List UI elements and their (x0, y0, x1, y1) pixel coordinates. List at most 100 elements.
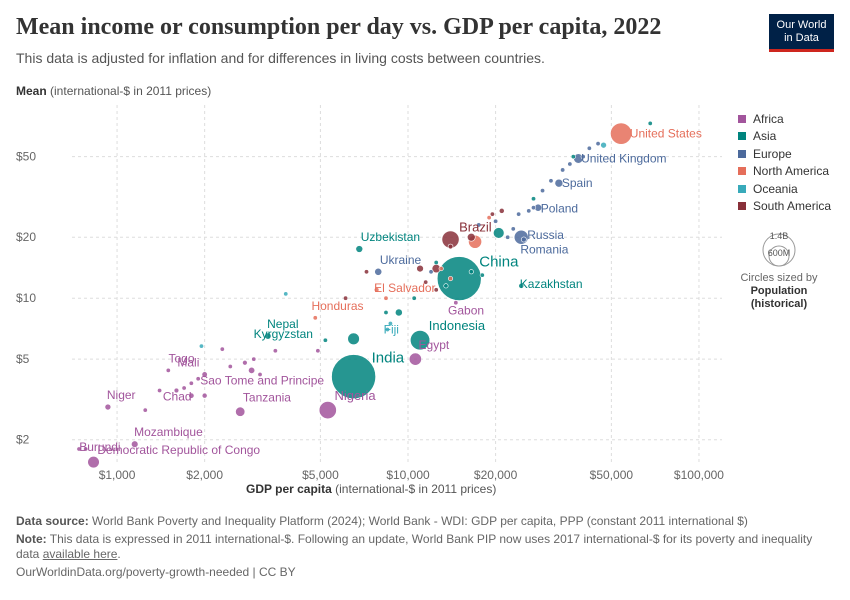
point-democratic-republic-of-congo[interactable] (87, 455, 100, 469)
data-point[interactable] (195, 376, 201, 382)
data-point[interactable] (493, 227, 505, 239)
data-point[interactable] (467, 232, 476, 242)
data-point[interactable] (188, 380, 194, 386)
point-mozambique[interactable] (131, 440, 139, 448)
point-niger[interactable] (104, 403, 112, 411)
data-point[interactable] (219, 346, 225, 352)
data-point[interactable] (383, 309, 389, 315)
legend-item-oceania[interactable]: Oceania (738, 180, 831, 198)
point-uzbekistan[interactable] (355, 245, 364, 253)
data-point[interactable] (570, 154, 576, 160)
data-point[interactable] (227, 363, 233, 369)
data-point[interactable] (198, 343, 204, 349)
point-kazakhstan[interactable] (518, 283, 525, 289)
footer-url[interactable]: OurWorldinData.org/poverty-growth-needed… (16, 565, 296, 579)
point-united-states[interactable] (610, 122, 633, 145)
color-legend: Africa Asia Europe North America Oceania… (738, 110, 831, 215)
point-mali[interactable] (201, 371, 208, 378)
data-point[interactable] (531, 205, 537, 211)
point-ukraine[interactable] (374, 267, 383, 276)
point-honduras[interactable] (312, 315, 318, 321)
point-kyrgyzstan[interactable] (322, 337, 328, 343)
point-spain[interactable] (554, 178, 564, 188)
data-point[interactable] (586, 145, 592, 151)
point-romania[interactable] (520, 236, 527, 243)
data-point[interactable] (242, 360, 248, 366)
data-point[interactable] (567, 161, 573, 167)
data-point[interactable] (448, 276, 454, 282)
data-point[interactable] (548, 178, 554, 184)
data-point[interactable] (647, 120, 653, 126)
data-point[interactable] (283, 291, 289, 297)
point-china[interactable] (436, 256, 482, 301)
point-indonesia[interactable] (410, 330, 431, 351)
point-sao-tome-and-principe[interactable] (257, 371, 263, 377)
data-point[interactable] (248, 366, 256, 374)
data-point[interactable] (188, 392, 195, 399)
data-point[interactable] (157, 388, 163, 394)
point-fiji[interactable] (387, 320, 393, 326)
data-point[interactable] (394, 308, 403, 317)
point-chad[interactable] (173, 387, 180, 394)
data-point[interactable] (493, 218, 499, 224)
note-end: . (117, 547, 121, 561)
data-point[interactable] (272, 348, 278, 354)
point-togo[interactable] (165, 367, 171, 373)
data-point[interactable] (411, 295, 417, 301)
data-point[interactable] (416, 264, 424, 273)
data-point[interactable] (443, 283, 449, 289)
data-point[interactable] (181, 385, 187, 391)
x-axis-label-unit: (international-$ in 2011 prices) (331, 482, 497, 496)
data-point[interactable] (447, 243, 454, 250)
data-point[interactable] (428, 269, 434, 275)
data-point[interactable] (343, 295, 349, 301)
label-tanzania: Tanzania (243, 391, 291, 405)
point-el-salvador[interactable] (383, 295, 389, 301)
data-point[interactable] (486, 215, 492, 221)
point-nepal[interactable] (264, 332, 272, 340)
data-point[interactable] (433, 260, 439, 266)
legend-item-asia[interactable]: Asia (738, 128, 831, 146)
legend-item-europe[interactable]: Europe (738, 145, 831, 163)
legend-item-north-america[interactable]: North America (738, 163, 831, 181)
data-point[interactable] (433, 287, 439, 293)
data-point[interactable] (531, 196, 537, 202)
data-point[interactable] (423, 279, 429, 285)
data-point[interactable] (468, 269, 474, 275)
data-point[interactable] (479, 272, 485, 278)
data-point[interactable] (510, 226, 516, 232)
data-point[interactable] (251, 356, 257, 362)
point-nigeria[interactable] (318, 401, 337, 420)
data-point[interactable] (201, 392, 208, 399)
data-point[interactable] (315, 348, 321, 354)
data-point[interactable] (476, 222, 482, 228)
owid-logo[interactable]: Our World in Data (769, 14, 834, 52)
data-point[interactable] (560, 167, 566, 173)
point-tanzania[interactable] (235, 406, 246, 417)
point-egypt[interactable] (408, 352, 422, 366)
data-point[interactable] (489, 211, 495, 217)
data-point[interactable] (526, 208, 532, 214)
data-point[interactable] (438, 266, 444, 272)
data-point[interactable] (580, 154, 586, 160)
data-point[interactable] (83, 446, 89, 452)
data-point[interactable] (384, 327, 390, 333)
data-point[interactable] (364, 269, 370, 275)
data-point[interactable] (505, 234, 511, 240)
point-burundi[interactable] (76, 446, 82, 452)
point-india[interactable] (331, 354, 376, 399)
data-point[interactable] (498, 208, 505, 214)
data-point[interactable] (595, 141, 601, 147)
data-point[interactable] (540, 188, 546, 194)
data-point[interactable] (516, 211, 522, 217)
point-gabon[interactable] (453, 300, 459, 306)
point-labels: India China United States Indonesia Nigeria B… (79, 127, 702, 458)
data-point[interactable] (373, 287, 380, 293)
legend-item-south-america[interactable]: South America (738, 198, 831, 216)
legend-item-africa[interactable]: Africa (738, 110, 831, 128)
data-point[interactable] (600, 141, 607, 149)
data-point[interactable] (142, 407, 148, 413)
data-point[interactable] (347, 332, 360, 345)
available-here-link[interactable]: available here (42, 547, 118, 561)
